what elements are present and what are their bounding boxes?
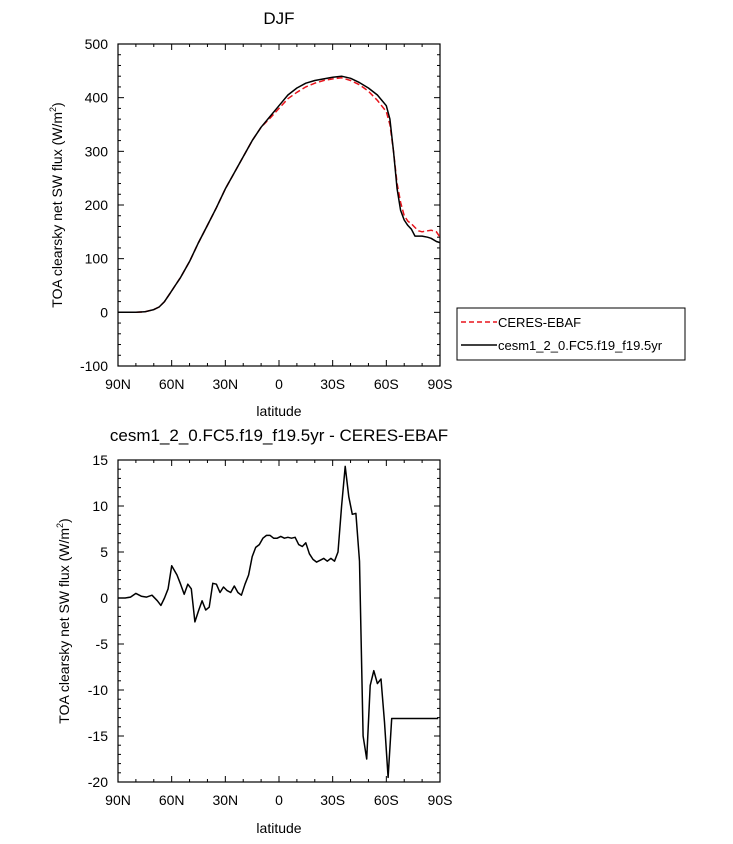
bottom-y-axis-label: TOA clearsky net SW flux (W/m2) (55, 518, 72, 723)
top-chart-title: DJF (263, 9, 294, 28)
top-axis-ticks: 90N 60N 30N 0 30S 60S 90S -100 0 100 200 300 400 500 (80, 36, 452, 392)
top-series-line-0 (118, 77, 441, 314)
legend-label-ceres: CERES-EBAF (498, 315, 581, 330)
y-tick-label: -15 (88, 728, 108, 744)
top-panel: DJF 90N 60N 30N 0 30S 60S 90S -100 0 100 200 300 400… (48, 9, 452, 419)
top-series-lines (118, 75, 441, 314)
legend-box (456, 307, 686, 361)
x-tick-label: 90S (428, 376, 453, 392)
x-tick-label: 60N (159, 376, 185, 392)
legend-label-cesm: cesm1_2_0.FC5.f19_f19.5yr (498, 338, 663, 353)
y-tick-label: 10 (92, 498, 108, 514)
bottom-x-axis-label: latitude (256, 820, 301, 836)
y-tick-label: 15 (92, 452, 108, 468)
y-tick-label: 300 (85, 143, 109, 159)
x-tick-label: 0 (275, 376, 283, 392)
x-tick-label: 60S (374, 376, 399, 392)
x-tick-label: 30S (320, 376, 345, 392)
bottom-plot-frame (117, 459, 441, 783)
y-tick-label: 200 (85, 197, 109, 213)
y-tick-label: -100 (80, 358, 108, 374)
y-tick-label: 0 (100, 590, 108, 606)
y-tick-label: -20 (88, 774, 108, 790)
bottom-axis-ticks: 90N 60N 30N 0 30S 60S 90S -20 -15 -10 -5 0 5 10 15 (88, 452, 453, 808)
x-tick-label: 30N (212, 376, 238, 392)
top-x-axis-label: latitude (256, 403, 301, 419)
x-tick-label: 90N (105, 376, 131, 392)
y-tick-label: 500 (85, 36, 109, 52)
bottom-series-line-0 (118, 465, 439, 779)
top-series-line-1 (118, 75, 441, 314)
x-tick-label: 90N (105, 792, 131, 808)
x-tick-label: 30S (320, 792, 345, 808)
x-tick-label: 60S (374, 792, 399, 808)
bottom-series-lines (118, 465, 439, 779)
y-tick-label: 400 (85, 90, 109, 106)
bottom-chart-title: cesm1_2_0.FC5.f19_f19.5yr - CERES-EBAF (110, 426, 448, 445)
x-tick-label: 0 (275, 792, 283, 808)
y-tick-label: -5 (96, 636, 109, 652)
y-tick-label: -10 (88, 682, 108, 698)
x-tick-label: 60N (159, 792, 185, 808)
legend: CERES-EBAF cesm1_2_0.FC5.f19_f19.5yr (456, 307, 686, 361)
y-tick-label: 100 (85, 251, 109, 267)
top-plot-frame (117, 43, 441, 367)
top-y-axis-label: TOA clearsky net SW flux (W/m2) (48, 102, 65, 307)
y-tick-label: 5 (100, 544, 108, 560)
y-tick-label: 0 (100, 304, 108, 320)
x-tick-label: 30N (212, 792, 238, 808)
bottom-panel: cesm1_2_0.FC5.f19_f19.5yr - CERES-EBAF 9… (55, 426, 452, 836)
x-tick-label: 90S (428, 792, 453, 808)
